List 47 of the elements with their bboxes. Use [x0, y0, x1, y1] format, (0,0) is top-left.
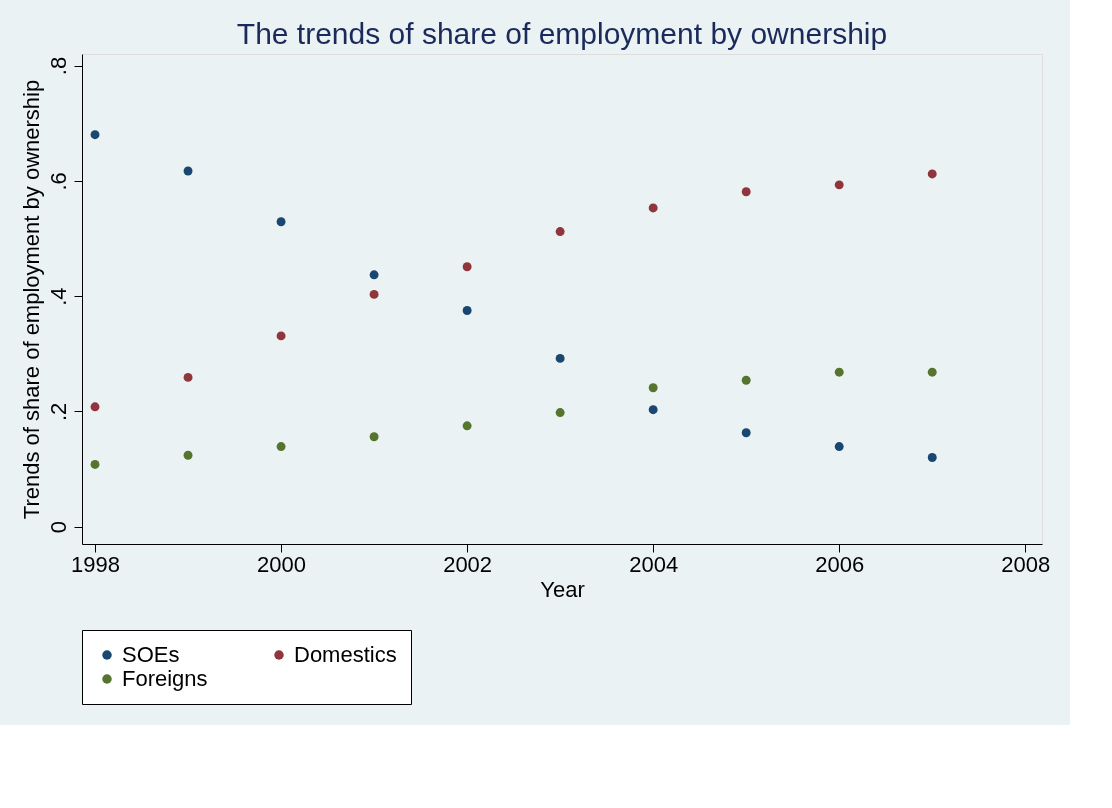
point	[555, 408, 565, 418]
point	[183, 450, 193, 460]
point	[834, 367, 844, 377]
x-tick-label: 2004	[629, 551, 679, 577]
x-tick-label: 2008	[1001, 551, 1051, 577]
y-axis-title: Trends of share of employment by ownership	[18, 79, 44, 520]
point	[927, 367, 937, 377]
point	[369, 432, 379, 442]
point	[555, 227, 565, 237]
point	[462, 306, 472, 315]
y-tick-label: .4	[45, 287, 71, 306]
y-tick-label: .8	[45, 56, 71, 76]
legend-label: Foreigns	[122, 666, 208, 691]
point	[462, 421, 472, 431]
y-tick-label: .6	[45, 172, 71, 191]
point	[741, 428, 751, 438]
point	[90, 130, 100, 140]
point	[276, 331, 286, 341]
point	[462, 262, 472, 272]
point	[183, 372, 193, 382]
point	[741, 187, 751, 197]
point	[276, 442, 286, 452]
point	[927, 453, 937, 462]
point	[90, 459, 100, 469]
point	[369, 289, 379, 299]
point	[369, 270, 379, 280]
legend-label: SOEs	[122, 642, 180, 667]
point	[648, 405, 658, 415]
point	[834, 442, 844, 452]
point	[90, 402, 100, 412]
point	[927, 169, 937, 179]
point	[276, 217, 286, 227]
x-tick-label: 2006	[815, 551, 865, 577]
point	[183, 166, 193, 176]
point	[648, 203, 658, 213]
legend-label: Domestics	[294, 642, 397, 667]
chart-title: The trends of share of employment by ownership	[236, 17, 888, 50]
point	[741, 375, 751, 385]
point	[648, 383, 658, 393]
y-tick-label: 0	[45, 521, 71, 534]
x-tick-label: 2002	[443, 551, 493, 577]
point	[834, 180, 844, 190]
point	[555, 353, 565, 363]
x-tick-label: 1998	[71, 551, 120, 577]
x-tick-label: 2000	[257, 551, 307, 577]
y-tick-label: .2	[45, 402, 71, 422]
x-axis-title: Year	[540, 576, 585, 602]
